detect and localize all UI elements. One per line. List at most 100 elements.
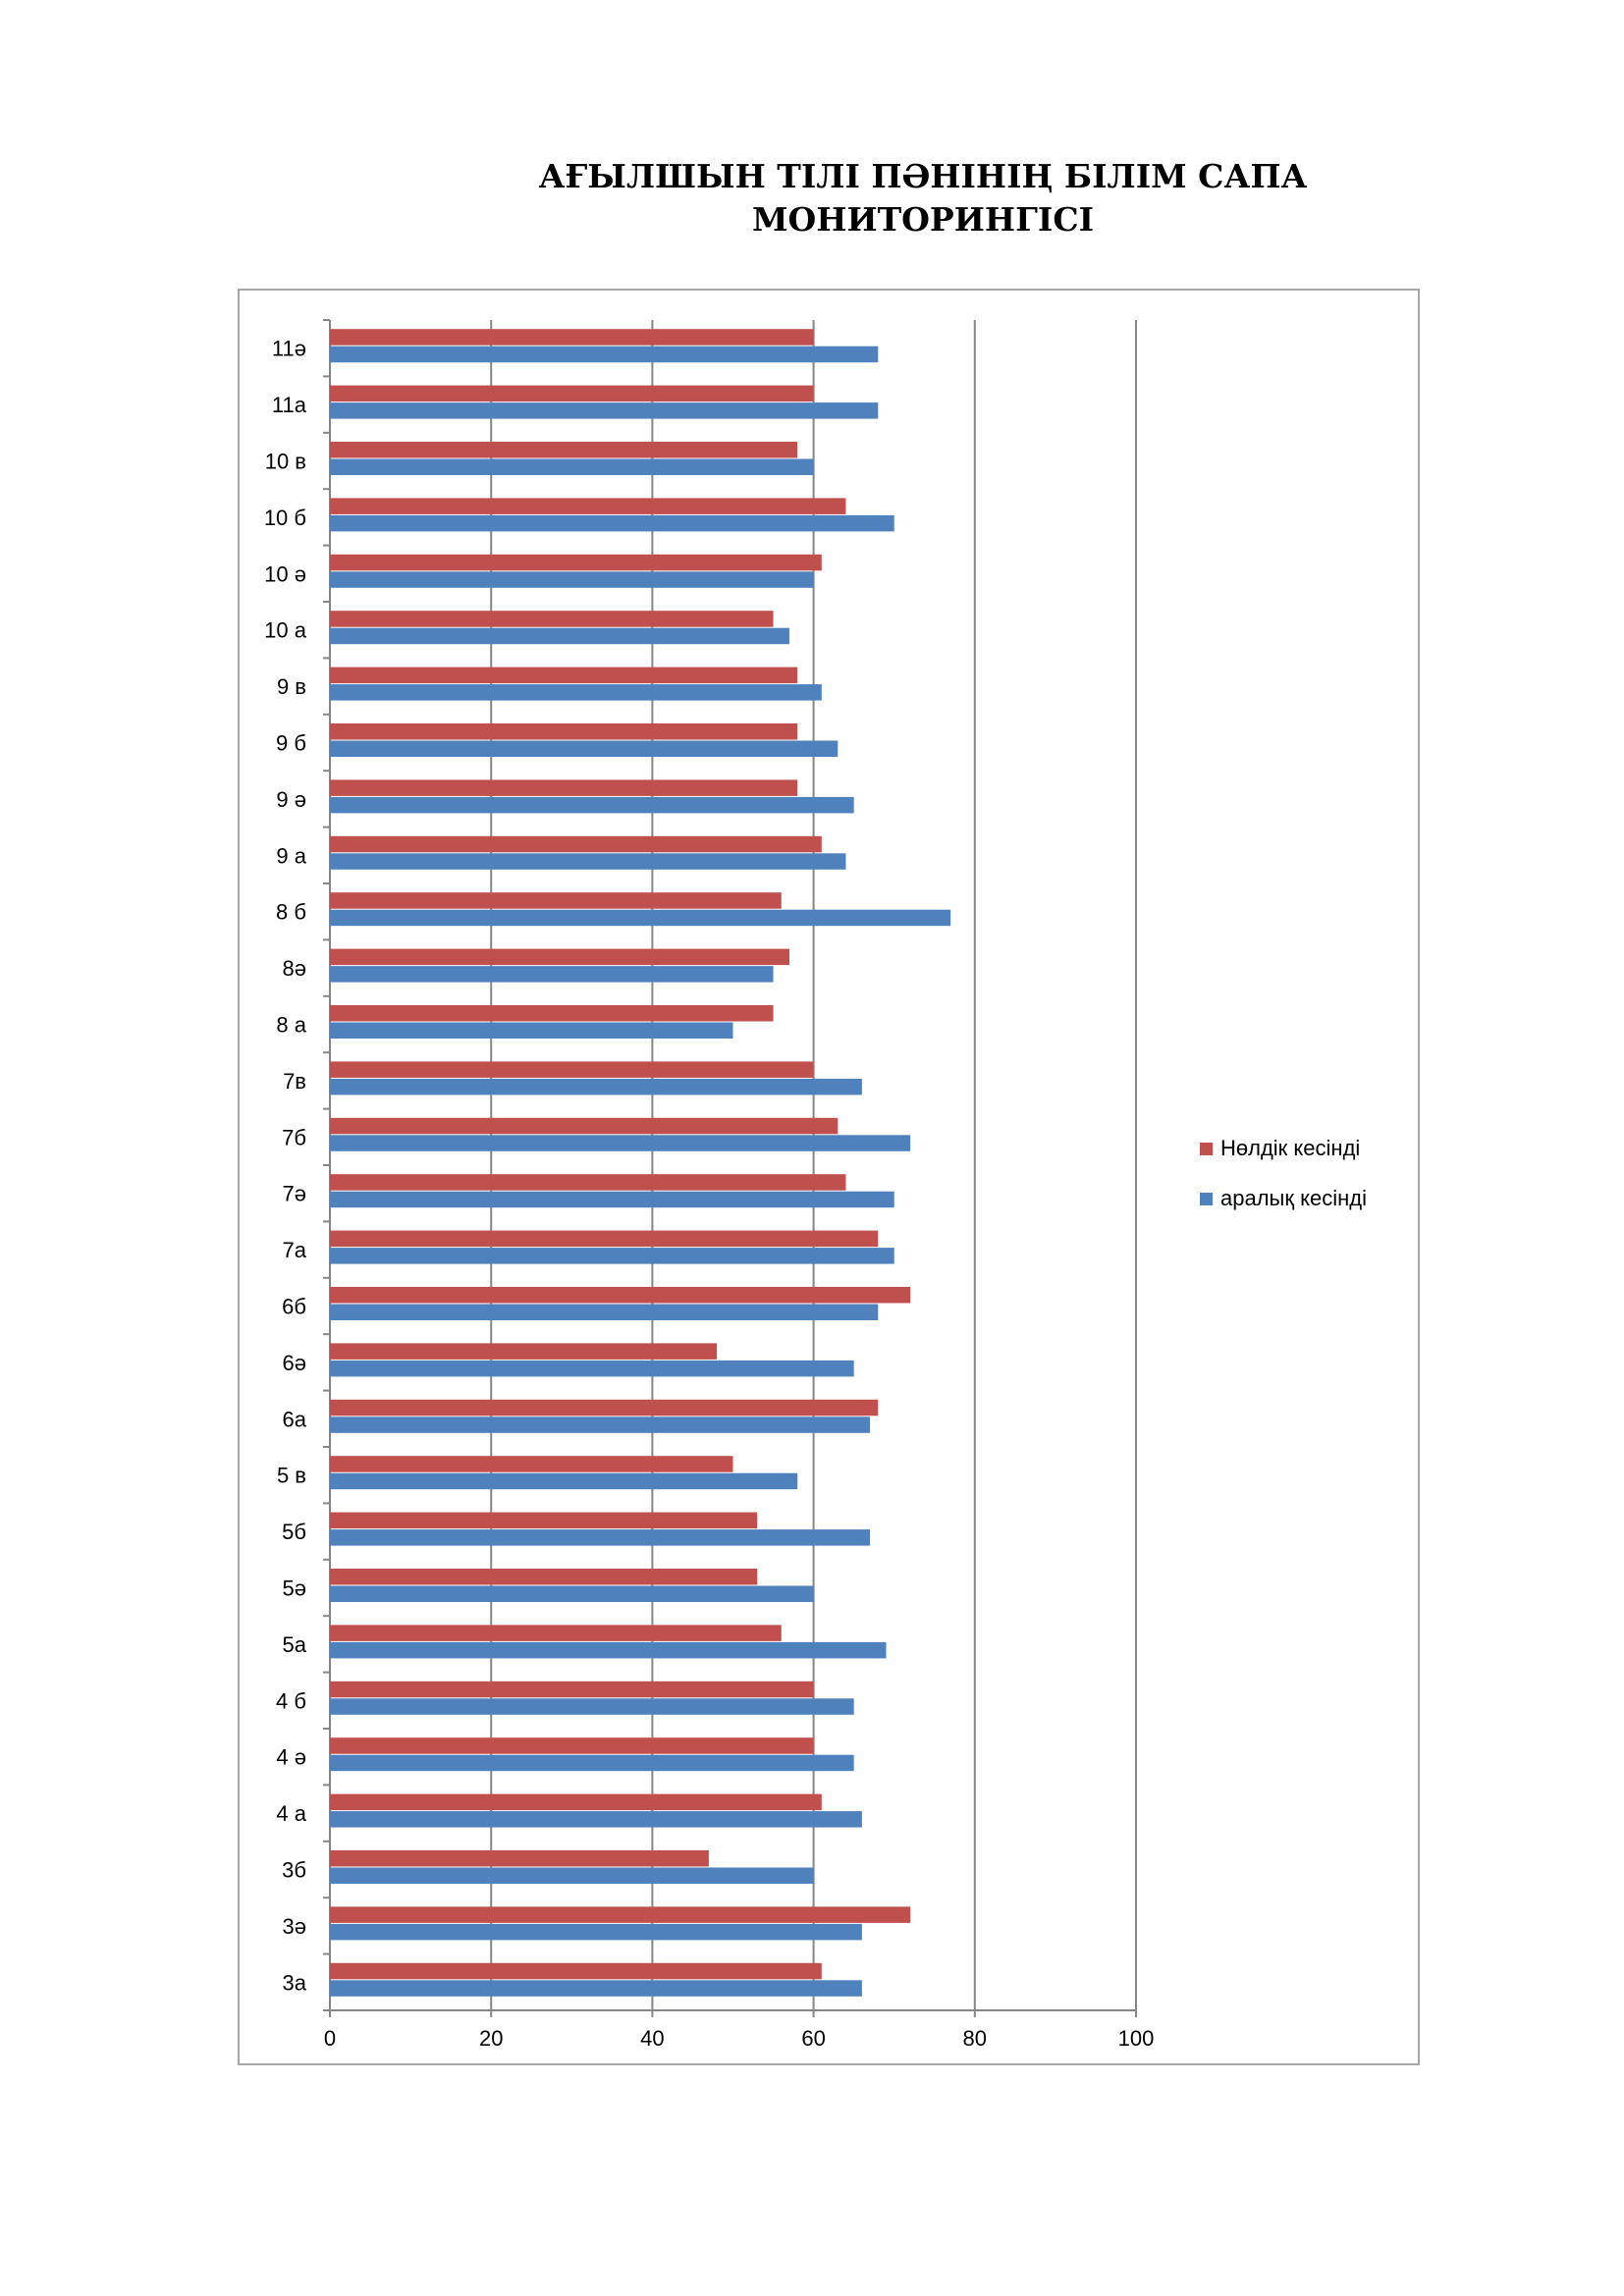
category-label: 3а <box>283 1970 307 1995</box>
bar-series-1 <box>330 329 814 346</box>
bar-series-1 <box>330 1456 733 1472</box>
category-label: 5а <box>283 1632 307 1657</box>
bar-series-2 <box>330 1529 871 1546</box>
bar-series-2 <box>330 514 894 532</box>
bar-series-2 <box>330 909 951 927</box>
bar-series-2 <box>330 1022 733 1039</box>
x-tick-label: 100 <box>1118 2026 1155 2051</box>
bar-series-1 <box>330 1230 879 1248</box>
category-label: 7б <box>282 1125 306 1149</box>
chart-title-line2: МОНИТОРИНГІСІ <box>751 200 1095 239</box>
chart-title-line1: АҒЫЛШЫН ТІЛІ ПӘНІНІҢ БІЛІМ САПА <box>538 157 1308 195</box>
legend-label: Нөлдік кесінді <box>1220 1136 1360 1160</box>
category-label: 7ә <box>283 1182 306 1206</box>
bar-series-1 <box>330 1569 758 1585</box>
bar-series-2 <box>330 1811 862 1828</box>
category-label: 5ә <box>283 1576 306 1601</box>
bar-series-2 <box>330 1585 814 1602</box>
category-label: 6б <box>282 1295 306 1319</box>
bar-series-2 <box>330 1191 894 1208</box>
bar-series-2 <box>330 1248 894 1264</box>
bar-series-2 <box>330 627 789 645</box>
category-label: 10 в <box>265 450 306 474</box>
chart-title: АҒЫЛШЫН ТІЛІ ПӘНІНІҢ БІЛІМ САПА МОНИТОРИ… <box>373 155 1473 241</box>
bar-series-2 <box>330 1641 887 1659</box>
category-label: 3б <box>282 1858 306 1883</box>
bar-series-1 <box>330 1625 782 1641</box>
x-tick-label: 40 <box>640 2026 664 2051</box>
bar-series-2 <box>330 1360 854 1377</box>
legend-swatch <box>1200 1193 1213 1205</box>
x-tick-label: 0 <box>324 2026 336 2051</box>
bar-series-1 <box>330 948 789 966</box>
bar-series-1 <box>330 442 798 458</box>
bar-series-1 <box>330 1962 822 1980</box>
category-label: 4 б <box>276 1688 306 1713</box>
category-label: 6ә <box>283 1351 306 1375</box>
category-label: 3ә <box>283 1914 306 1939</box>
bar-series-2 <box>330 1135 911 1151</box>
category-label: 7в <box>283 1069 306 1094</box>
legend-swatch <box>1200 1143 1213 1155</box>
bar-series-1 <box>330 1287 911 1304</box>
category-label: 11а <box>272 393 307 417</box>
x-tick-label: 60 <box>801 2026 825 2051</box>
bar-series-1 <box>330 1117 839 1135</box>
category-label: 8 б <box>276 900 306 925</box>
bar-series-2 <box>330 1867 814 1884</box>
bar-series-2 <box>330 1416 871 1433</box>
category-label: 9 а <box>276 843 306 868</box>
x-tick-label: 80 <box>963 2026 987 2051</box>
bar-series-1 <box>330 554 822 571</box>
bar-series-1 <box>330 667 798 684</box>
bar-series-1 <box>330 498 846 514</box>
category-label: 4 ә <box>276 1745 306 1770</box>
bar-series-1 <box>330 1343 718 1360</box>
bar-series-1 <box>330 892 782 909</box>
bar-series-2 <box>330 1754 854 1772</box>
bar-series-2 <box>330 1472 798 1490</box>
category-label: 8ә <box>283 956 306 981</box>
bar-series-2 <box>330 966 774 983</box>
bar-series-1 <box>330 1399 879 1416</box>
bar-series-1 <box>330 1512 758 1529</box>
category-label: 5 в <box>277 1464 306 1488</box>
category-label: 8 а <box>276 1013 306 1038</box>
bar-series-1 <box>330 1737 814 1754</box>
bar-series-1 <box>330 1681 814 1698</box>
bar-series-1 <box>330 1850 709 1867</box>
bar-series-2 <box>330 1923 862 1941</box>
chart-frame <box>238 289 1420 2065</box>
category-label: 6а <box>283 1407 307 1431</box>
bar-series-1 <box>330 723 798 740</box>
x-tick-label: 20 <box>479 2026 503 2051</box>
bar-series-2 <box>330 1698 854 1715</box>
category-label: 10 а <box>264 618 307 643</box>
bar-series-1 <box>330 611 774 627</box>
category-label: 9 ә <box>276 787 306 812</box>
bar-series-2 <box>330 571 814 588</box>
category-label: 9 б <box>276 731 306 756</box>
bar-series-2 <box>330 684 822 701</box>
category-label: 10 б <box>264 506 306 530</box>
category-label: 11ә <box>272 337 306 361</box>
bar-series-1 <box>330 385 814 402</box>
category-label: 9 в <box>277 674 306 699</box>
bar-series-1 <box>330 1061 814 1078</box>
bar-series-2 <box>330 346 879 363</box>
bar-series-1 <box>330 835 822 853</box>
category-label: 10 ә <box>264 561 306 586</box>
bar-series-2 <box>330 402 879 419</box>
bar-series-2 <box>330 1304 879 1320</box>
bar-series-1 <box>330 779 798 796</box>
legend-label: аралық кесінді <box>1220 1186 1367 1210</box>
bar-series-2 <box>330 740 839 757</box>
category-label: 4 а <box>276 1801 306 1826</box>
bar-series-1 <box>330 1793 822 1811</box>
category-label: 5б <box>282 1520 306 1544</box>
bar-series-2 <box>330 796 854 814</box>
bar-series-1 <box>330 1906 911 1923</box>
category-label: 7а <box>283 1238 307 1262</box>
bar-series-1 <box>330 1005 774 1022</box>
